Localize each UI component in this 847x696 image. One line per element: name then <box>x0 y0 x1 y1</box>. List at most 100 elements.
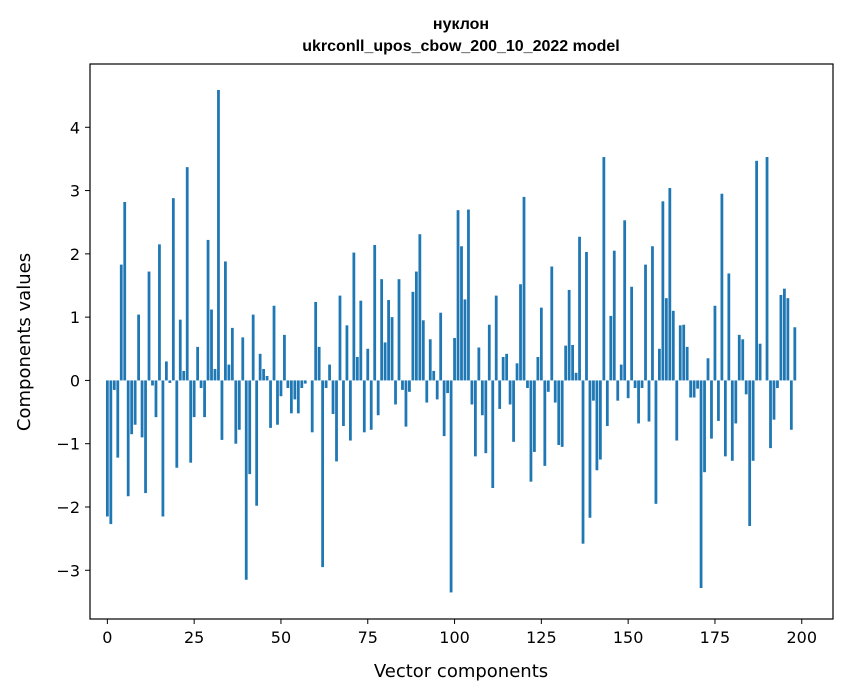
bar-component-53 <box>289 380 293 414</box>
bar-component-105 <box>470 380 474 405</box>
bar-component-73 <box>359 300 363 381</box>
bar-component-5 <box>123 201 127 381</box>
bar-component-188 <box>758 343 762 381</box>
bar-component-28 <box>203 380 206 418</box>
bar-component-86 <box>404 380 408 427</box>
bar-component-162 <box>668 188 672 381</box>
bar-component-170 <box>696 380 699 389</box>
bar-component-18 <box>168 380 172 383</box>
bar-component-16 <box>161 380 165 517</box>
bar-component-154 <box>640 380 644 389</box>
bar-component-186 <box>751 380 755 461</box>
bar-component-126 <box>543 380 547 466</box>
bar-component-34 <box>224 261 227 381</box>
bar-component-193 <box>776 380 779 389</box>
bar-component-129 <box>553 380 557 403</box>
bar-component-109 <box>484 380 488 454</box>
x-tick-label: 75 <box>358 628 378 647</box>
bar-component-101 <box>456 210 460 381</box>
bar-component-87 <box>408 380 411 392</box>
bar-component-160 <box>661 201 665 381</box>
bar-component-52 <box>286 380 290 389</box>
bar-component-169 <box>692 380 696 398</box>
bar-component-128 <box>550 266 554 381</box>
bar-component-133 <box>567 289 571 381</box>
bar-component-81 <box>387 300 390 381</box>
bar-component-36 <box>230 327 234 381</box>
bar-component-63 <box>324 380 328 389</box>
bar-component-44 <box>258 353 262 381</box>
bar-component-65 <box>331 380 335 414</box>
x-tick-label: 150 <box>613 628 644 647</box>
bar-component-71 <box>352 252 356 381</box>
bar-component-102 <box>460 246 463 381</box>
bar-component-39 <box>241 337 245 381</box>
bar-component-2 <box>112 380 116 390</box>
bar-component-60 <box>314 301 318 381</box>
bar-component-14 <box>154 380 158 418</box>
bar-component-75 <box>366 348 370 381</box>
bar-component-175 <box>713 305 717 381</box>
bar-component-171 <box>699 380 703 588</box>
x-tick-label: 0 <box>102 628 112 647</box>
bar-component-191 <box>769 380 772 449</box>
bar-component-150 <box>626 380 630 399</box>
bar-component-68 <box>342 380 345 426</box>
bar-component-37 <box>234 380 238 444</box>
bar-component-130 <box>557 380 561 445</box>
bar-component-166 <box>682 324 686 381</box>
bar-component-93 <box>428 339 432 381</box>
bar-component-84 <box>397 279 401 381</box>
bar-component-177 <box>720 193 724 381</box>
bar-component-9 <box>137 314 140 381</box>
bar-component-92 <box>425 380 429 403</box>
bar-component-23 <box>185 167 189 381</box>
bar-component-157 <box>651 246 654 381</box>
bar-component-182 <box>737 334 741 381</box>
bar-component-113 <box>498 380 502 409</box>
bar-component-141 <box>595 380 599 471</box>
bar-component-178 <box>723 380 727 457</box>
bar-component-127 <box>546 380 550 392</box>
bar-component-173 <box>706 358 710 381</box>
bar-component-33 <box>220 380 224 440</box>
y-axis-label: Components values <box>14 253 35 431</box>
bar-component-3 <box>116 380 120 458</box>
bar-component-174 <box>710 380 713 439</box>
x-tick-label: 25 <box>184 628 204 647</box>
bar-component-1 <box>109 380 113 525</box>
bar-component-183 <box>741 339 745 381</box>
bar-component-179 <box>727 273 731 381</box>
bar-component-139 <box>588 380 592 518</box>
bar-component-110 <box>487 324 491 381</box>
bar-component-100 <box>453 338 456 381</box>
bar-component-29 <box>206 239 210 381</box>
x-tick-label: 125 <box>526 628 557 647</box>
bar-component-153 <box>637 380 640 424</box>
bar-component-77 <box>373 244 377 381</box>
bar-component-116 <box>508 380 512 405</box>
bar-component-165 <box>678 325 682 381</box>
bar-component-176 <box>717 380 720 421</box>
bar-component-96 <box>439 312 443 381</box>
bar-component-158 <box>654 380 658 504</box>
bar-component-196 <box>786 298 790 381</box>
bar-component-78 <box>376 380 380 416</box>
bar-component-195 <box>783 288 786 381</box>
bar-component-107 <box>477 347 481 381</box>
bar-component-24 <box>189 380 193 463</box>
bar-component-43 <box>255 380 259 506</box>
bar-component-124 <box>536 357 540 381</box>
bar-component-8 <box>133 380 137 425</box>
bar-component-135 <box>574 372 578 381</box>
bar-component-104 <box>467 209 470 381</box>
bar-component-55 <box>296 380 300 414</box>
bar-component-161 <box>664 298 668 381</box>
bar-component-56 <box>300 380 304 389</box>
bar-component-57 <box>303 380 307 384</box>
bar-component-149 <box>623 220 627 381</box>
bar-component-22 <box>182 370 186 381</box>
bar-component-26 <box>196 346 200 381</box>
bar-component-41 <box>248 380 252 475</box>
